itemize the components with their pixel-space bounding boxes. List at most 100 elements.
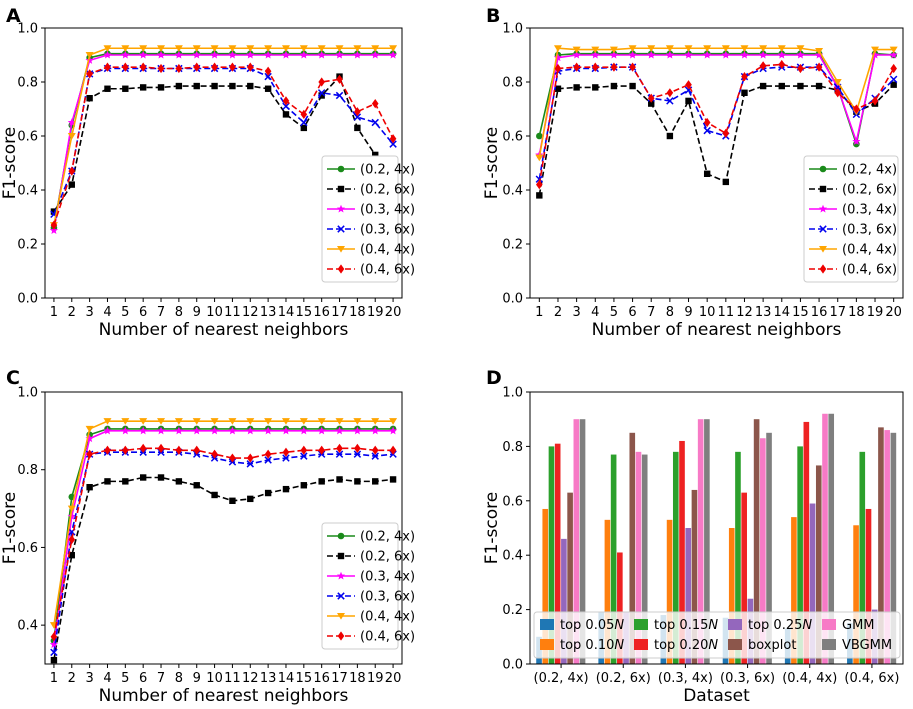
- data-point: [740, 45, 749, 52]
- data-point: [282, 485, 290, 493]
- data-point: [573, 62, 580, 72]
- data-point: [104, 62, 111, 72]
- bar: [567, 492, 573, 664]
- legend-label: VBGMM: [842, 638, 892, 653]
- data-point: [67, 512, 76, 520]
- data-point: [299, 426, 308, 435]
- y-tick-label: 0.0: [502, 658, 523, 673]
- data-point: [247, 495, 254, 503]
- bar: [815, 465, 822, 664]
- bar: [828, 413, 835, 664]
- axes-frame: [529, 391, 904, 665]
- bar: [542, 508, 549, 664]
- data-point: [629, 62, 636, 72]
- x-tick-label: 16: [811, 305, 828, 320]
- series-line: [538, 54, 894, 156]
- data-point: [535, 175, 544, 183]
- data-point: [777, 50, 786, 59]
- legend-label: (0.3, 4x): [842, 203, 897, 218]
- data-point: [211, 82, 218, 90]
- x-tick-label: 17: [829, 305, 846, 320]
- data-point: [67, 133, 76, 140]
- data-point: [815, 47, 824, 55]
- data-point: [211, 449, 218, 459]
- data-point: [535, 154, 544, 162]
- x-tick-label: 15: [296, 305, 313, 320]
- legend-marker: [337, 532, 345, 540]
- y-tick-label: 0.6: [502, 494, 523, 509]
- data-point: [685, 97, 692, 105]
- data-point: [354, 478, 361, 485]
- legend-label: GMM: [842, 618, 875, 633]
- data-point: [139, 474, 147, 481]
- data-point: [536, 180, 543, 190]
- x-tick-label: 15: [792, 305, 809, 320]
- bar: [735, 451, 741, 664]
- legend-label: (0.4, 6x): [360, 263, 415, 278]
- data-point: [759, 45, 768, 52]
- data-point: [246, 460, 255, 468]
- bar: [865, 508, 872, 664]
- data-point: [833, 79, 842, 86]
- data-point: [103, 426, 112, 435]
- panel-a: A 0.0 0.2 0.4 0.6 0.8 1.0 F1-score Number of nea…: [0, 5, 415, 340]
- data-point: [371, 445, 379, 455]
- data-point: [759, 61, 767, 71]
- legend-label: top 0.05N: [560, 618, 624, 633]
- data-point: [210, 45, 219, 52]
- legend-label-italic: N: [802, 618, 812, 633]
- data-point: [353, 45, 362, 52]
- data-point: [318, 77, 325, 87]
- bar: [573, 419, 580, 664]
- y-tick-label: 0.6: [17, 541, 38, 556]
- data-point: [703, 45, 712, 52]
- series-line: [53, 430, 394, 645]
- data-point: [300, 109, 308, 119]
- x-tick-label: 1: [535, 305, 543, 320]
- y-tick-label: 0.6: [17, 130, 38, 145]
- legend-label: (0.2, 6x): [360, 550, 415, 565]
- series-top-0-15N: [548, 446, 866, 664]
- legend: (0.2, 4x) (0.2, 6x) (0.3, 4x) (0.3, 6x) (0.4…: [321, 155, 415, 283]
- series--0-4-4x-: [49, 418, 398, 629]
- y-tick-label: 1.0: [502, 22, 523, 37]
- bar: [797, 446, 803, 664]
- data-point: [157, 45, 166, 52]
- bar: [753, 419, 760, 664]
- data-point: [354, 124, 361, 132]
- data-point: [50, 208, 58, 215]
- data-point: [103, 418, 112, 425]
- series--0-4-6x-: [50, 443, 397, 642]
- legend-label-text: VBGMM: [842, 638, 892, 653]
- legend-marker: [337, 165, 345, 173]
- data-point: [371, 50, 380, 59]
- data-point: [684, 45, 693, 52]
- data-point: [796, 45, 805, 52]
- data-point: [371, 45, 380, 52]
- x-tick-label: 2: [554, 305, 562, 320]
- data-point: [281, 426, 291, 435]
- data-point: [122, 62, 129, 72]
- data-point: [815, 62, 823, 72]
- data-point: [211, 62, 218, 72]
- data-point: [139, 426, 148, 435]
- y-tick-label: 0.6: [502, 130, 523, 145]
- legend-label-text: boxplot: [748, 638, 796, 653]
- data-point: [174, 426, 183, 435]
- x-tick-label: (0.3, 4x): [658, 671, 713, 686]
- x-tick-label: 17: [331, 305, 348, 320]
- series-top-0-20N: [554, 421, 872, 664]
- data-point: [759, 50, 768, 59]
- data-point: [572, 50, 581, 59]
- data-point: [192, 426, 201, 435]
- data-point: [139, 418, 148, 425]
- data-point: [317, 50, 326, 59]
- legend-label-text: GMM: [842, 618, 875, 633]
- bar: [579, 419, 586, 664]
- data-point: [721, 45, 730, 52]
- legend-marker: [337, 552, 345, 560]
- data-point: [174, 418, 183, 425]
- y-tick-label: 0.0: [17, 292, 38, 307]
- bar: [728, 528, 735, 664]
- bar: [803, 421, 810, 664]
